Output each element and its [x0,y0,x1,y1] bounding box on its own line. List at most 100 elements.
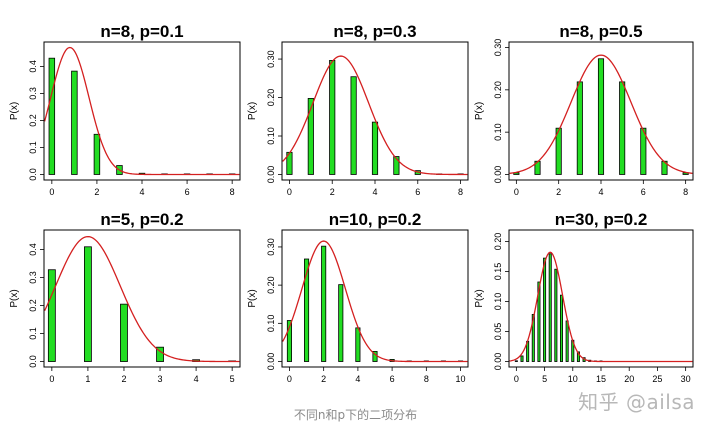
bar-x-0 [514,360,518,362]
y-tick-label: 0.10 [493,293,503,311]
x-tick-label: 15 [596,374,606,384]
bar-x-6 [548,253,552,362]
bar-x-2 [329,60,336,175]
chart-title: n=8, p=0.5 [559,22,642,41]
bar-x-1 [307,98,314,175]
x-tick-label: 8 [683,187,688,197]
bar-x-2 [93,133,101,175]
y-tick-label: 0.3 [28,87,38,100]
chart-panel-4: n=5, p=0.2 P(x) 0 1 2 3 4 5 0.0 0.1 0.2 0.3 0.4 [9,210,241,384]
chart-panel-2: n=8, p=0.3 P(x) 0 2 4 6 8 0.00 0.10 0.20 0.30 [247,22,469,197]
chart-panel-6: n=30, p=0.2 P(x) 0 5 10 15 20 25 30 0.00 0.05 0.10 0… [474,210,694,384]
x-tick-label: 0 [49,187,54,197]
y-tick-label: 0.20 [266,276,276,294]
y-axis-label: P(x) [247,102,258,120]
bar-x-5 [393,156,400,175]
chart-title: n=8, p=0.1 [100,22,183,41]
x-tick-label: 0 [514,187,519,197]
y-tick-label: 0.00 [266,353,276,371]
bar-x-2 [120,303,128,362]
bar-x-4 [537,281,541,362]
normal-curve [282,240,468,363]
x-tick-label: 8 [230,187,235,197]
y-tick-label: 0.2 [28,114,38,127]
chart-title: n=30, p=0.2 [555,210,648,229]
bar-x-3 [350,76,357,175]
x-tick-label: 2 [330,187,335,197]
figure-caption: 不同n和p下的二项分布 [293,408,418,422]
x-tick-label: 4 [598,187,603,197]
x-tick-label: 4 [194,374,199,384]
y-tick-label: 0.05 [493,323,503,341]
x-tick-label: 5 [542,374,547,384]
y-tick-label: 0.00 [493,353,503,371]
x-tick-label: 25 [652,374,662,384]
x-tick-label: 20 [624,374,634,384]
bar-x-4 [371,121,379,175]
bar-x-3 [531,314,535,362]
bar-x-8 [560,294,564,362]
y-tick-label: 0.0 [28,168,38,181]
bar-x-7 [554,268,558,362]
y-tick-label: 0.10 [266,127,276,145]
x-tick-label: 4 [372,187,377,197]
plot-frame [43,229,241,368]
y-axis-label: P(x) [9,289,20,307]
x-tick-label: 1 [85,374,90,384]
bar-x-3 [338,284,344,362]
x-tick-label: 10 [456,374,466,384]
y-tick-label: 0.10 [266,315,276,333]
y-tick-label: 0.4 [28,60,38,73]
y-tick-label: 0.30 [493,39,503,57]
y-tick-label: 0.00 [266,166,276,184]
bar-x-6 [640,127,647,175]
x-tick-label: 4 [139,187,144,197]
plot-frame [281,229,469,368]
y-tick-label: 0.3 [28,271,38,284]
y-tick-label: 0.30 [266,238,276,256]
bar-x-1 [520,355,524,362]
chart-panel-5: n=10, p=0.2 P(x) 0 2 4 6 8 10 0.00 0.10 0.20 0.30 [247,210,469,384]
y-tick-label: 0.20 [493,81,503,99]
y-tick-label: 0.1 [28,141,38,154]
y-tick-label: 0.10 [493,123,503,141]
x-tick-label: 0 [514,374,519,384]
normal-curve [44,235,240,363]
x-tick-label: 2 [121,374,126,384]
bar-x-4 [355,327,361,362]
x-tick-label: 0 [49,374,54,384]
bar-x-5 [543,257,547,362]
y-tick-label: 0.30 [266,50,276,68]
bar-x-1 [304,258,310,362]
y-tick-label: 0.1 [28,327,38,340]
normal-curve [509,251,693,363]
bar-x-2 [321,245,327,362]
x-tick-label: 0 [287,374,292,384]
x-tick-label: 30 [681,374,691,384]
x-tick-label: 6 [641,187,646,197]
bar-x-3 [576,81,583,175]
bar-x-1 [84,246,92,362]
x-tick-label: 2 [556,187,561,197]
y-axis-label: P(x) [9,102,20,120]
y-axis-label: P(x) [247,289,258,307]
bar-x-0 [48,57,56,175]
bar-x-9 [565,320,569,362]
chart-title: n=10, p=0.2 [329,210,422,229]
x-tick-label: 5 [230,374,235,384]
x-tick-label: 10 [568,374,578,384]
x-tick-label: 6 [415,187,420,197]
bar-x-0 [286,320,292,362]
bar-x-3 [156,346,164,362]
y-tick-label: 0.15 [493,263,503,281]
y-axis-label: P(x) [474,102,485,120]
x-tick-label: 8 [458,187,463,197]
chart-title: n=8, p=0.3 [333,22,416,41]
x-tick-label: 6 [185,187,190,197]
x-tick-label: 2 [94,187,99,197]
watermark: 知乎 @ailsa [578,390,695,414]
bar-x-1 [71,70,78,175]
y-tick-label: 0.0 [28,355,38,368]
bar-x-11 [576,351,580,362]
